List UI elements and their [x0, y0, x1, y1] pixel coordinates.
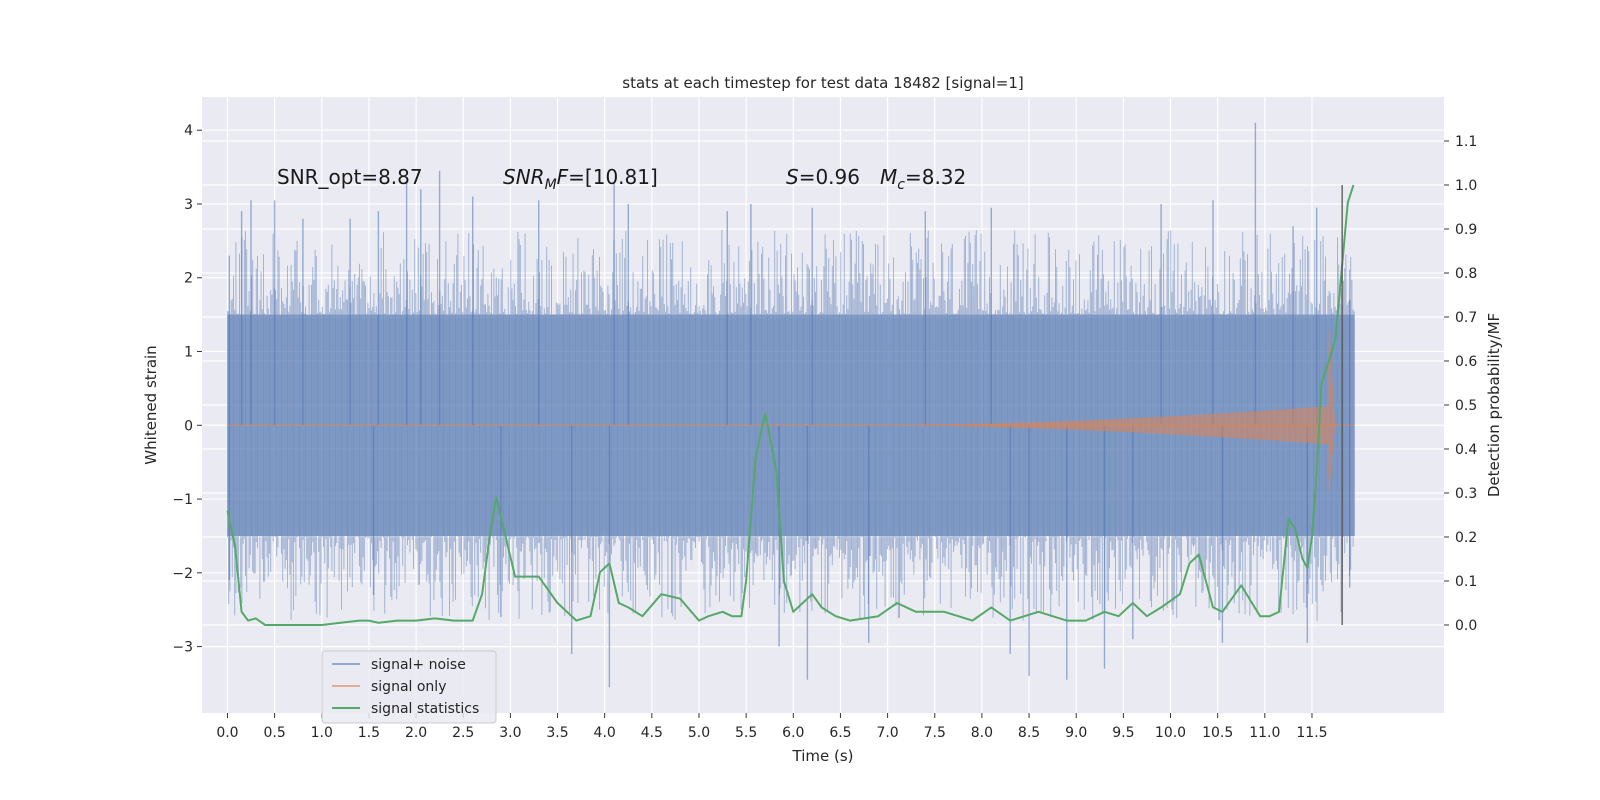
legend-label-signal-noise: signal+ noise — [371, 657, 466, 673]
legend-entry-signal-only: signal only — [332, 679, 446, 695]
s-value: =0.96 — [799, 165, 860, 189]
snr-mf-symbol: SNR — [503, 165, 545, 189]
y-axis-title-right: Detection probability/MF — [1485, 313, 1503, 497]
x-tick-label: 6.5 — [829, 725, 851, 741]
x-tick-label: 6.0 — [782, 725, 804, 741]
y-tick-label-right: 1.1 — [1455, 134, 1477, 150]
signal-statistics-line — [226, 184, 1355, 626]
y-tick-label-left: 1 — [184, 345, 193, 361]
signal-statistics-trace — [226, 184, 1355, 626]
snr-opt-annotation: SNR_opt=8.87 — [277, 165, 423, 189]
legend-box — [321, 650, 497, 724]
x-tick-label: 10.0 — [1155, 725, 1186, 741]
x-tick-label: 7.0 — [876, 725, 898, 741]
s-annotation: S=0.96 — [786, 165, 860, 189]
y-axis-ticks-left: −3 −2 −1 0 1 2 3 4 — [172, 123, 202, 656]
x-tick-label: 4.5 — [641, 725, 663, 741]
mc-subscript: c — [897, 177, 905, 193]
y-tick-label-left: 3 — [184, 197, 193, 213]
x-tick-label: 7.5 — [924, 725, 946, 741]
x-tick-label: 2.0 — [405, 725, 427, 741]
y-tick-label-left: 4 — [184, 123, 193, 139]
y-tick-label-right: 0.1 — [1455, 574, 1477, 590]
legend-label-signal-statistics: signal statistics — [371, 701, 479, 717]
x-tick-label: 3.5 — [546, 725, 568, 741]
x-tick-label: 9.5 — [1112, 725, 1134, 741]
x-tick-label: 2.5 — [452, 725, 474, 741]
legend-entry-signal-noise: signal+ noise — [332, 657, 466, 673]
y-axis-ticks-right: 0.0 0.1 0.2 0.3 0.4 0.5 0.6 0.7 0.8 0.9 1.0 1.1 — [1444, 134, 1477, 634]
y-tick-label-right: 0.4 — [1455, 442, 1477, 458]
y-axis-title-left: Whitened strain — [142, 345, 160, 464]
snr-mf-value: =[10.81] — [568, 165, 658, 189]
y-tick-label-right: 1.0 — [1455, 178, 1477, 194]
y-tick-label-left: 0 — [184, 418, 193, 434]
legend: signal+ noise signal only signal statist… — [321, 650, 497, 724]
x-tick-label: 5.5 — [735, 725, 757, 741]
signal-only-chirp — [915, 329, 1336, 492]
y-tick-label-right: 0.7 — [1455, 310, 1477, 326]
y-tick-label-right: 0.2 — [1455, 530, 1477, 546]
legend-entry-signal-statistics: signal statistics — [332, 701, 479, 717]
annotations: SNR_opt=8.87 SNRMF=[10.81] S=0.96 Mc=8.3… — [277, 165, 966, 193]
y-tick-label-right: 0.0 — [1455, 618, 1477, 634]
x-tick-label: 10.5 — [1202, 725, 1233, 741]
mc-symbol: M — [880, 165, 897, 189]
x-tick-label: 0.5 — [263, 725, 285, 741]
x-tick-label: 1.5 — [358, 725, 380, 741]
x-tick-label: 0.0 — [216, 725, 238, 741]
x-tick-label: 9.0 — [1065, 725, 1087, 741]
snr-mf-subscript: M — [545, 177, 557, 193]
x-tick-label: 11.5 — [1296, 725, 1327, 741]
s-symbol: S — [786, 165, 799, 189]
y-tick-label-right: 0.9 — [1455, 222, 1477, 238]
y-tick-label-left: 2 — [184, 271, 193, 287]
y-tick-label-right: 0.6 — [1455, 354, 1477, 370]
x-tick-label: 3.0 — [499, 725, 521, 741]
y-tick-label-left: −1 — [172, 492, 193, 508]
mc-annotation: Mc=8.32 — [880, 165, 966, 193]
x-axis-title: Time (s) — [792, 747, 854, 765]
y-tick-label-right: 0.5 — [1455, 398, 1477, 414]
y-tick-label-left: −2 — [172, 566, 193, 582]
y-tick-label-right: 0.3 — [1455, 486, 1477, 502]
x-tick-label: 8.5 — [1018, 725, 1040, 741]
y-tick-label-left: −3 — [172, 640, 193, 656]
chart-title: stats at each timestep for test data 184… — [622, 74, 1023, 92]
signal-only-trace — [227, 329, 1355, 492]
x-tick-label: 1.0 — [311, 725, 333, 741]
x-tick-label: 8.0 — [971, 725, 993, 741]
y-tick-label-right: 0.8 — [1455, 266, 1477, 282]
snr-mf-rest: F — [557, 165, 569, 189]
x-tick-label: 11.0 — [1249, 725, 1280, 741]
mc-value: =8.32 — [905, 165, 966, 189]
x-tick-label: 5.0 — [688, 725, 710, 741]
x-tick-label: 4.0 — [594, 725, 616, 741]
snr-mf-annotation: SNRMF=[10.81] — [503, 165, 658, 193]
x-axis-ticks: 0.0 0.5 1.0 1.5 2.0 2.5 3.0 3.5 4.0 4.5 5.0 5.5 6.0 6… — [216, 713, 1328, 741]
legend-label-signal-only: signal only — [371, 679, 446, 695]
